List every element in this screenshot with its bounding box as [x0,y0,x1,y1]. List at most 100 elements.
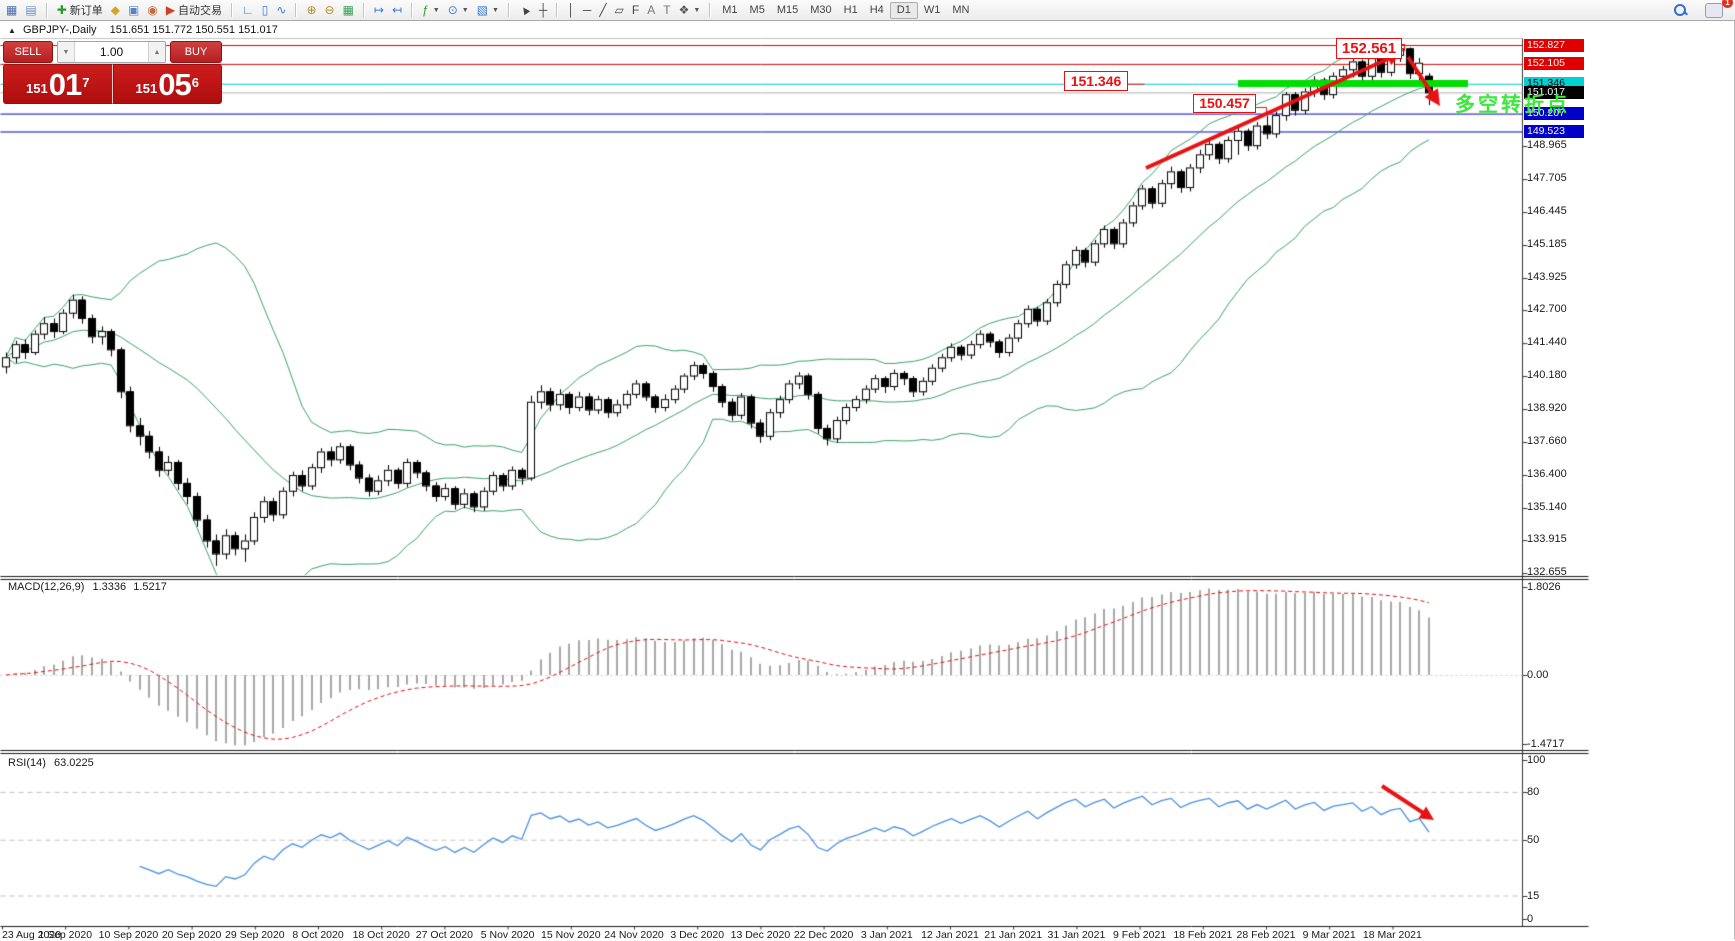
price-annotation-label[interactable]: 150.457 [1193,94,1256,113]
chevron-down-icon: ▼ [461,6,469,14]
tile-windows-icon: ▦ [342,3,354,17]
new-order-button-label: 新订单 [69,5,103,17]
indicators-button[interactable]: ƒ ▼ [418,1,444,19]
price-line-label: 150.207 [1524,107,1584,121]
price-axis-tick: 148.965 [1527,139,1567,152]
date-axis-label: 15 Nov 2020 [541,929,601,941]
rsi-axis-tick: 0 [1527,913,1534,925]
auto-scroll-icon: ↦ [373,3,384,17]
toolbar-separator [709,3,712,17]
text-icon[interactable]: A [643,1,659,19]
zoom-in-icon: ⊕ [306,3,317,17]
new-order-button[interactable]: ✚ 新订单 [53,1,107,19]
volume-up-button[interactable]: ▲ [148,42,165,62]
date-axis-label: 13 Dec 2020 [730,929,791,941]
date-axis-label: 31 Jan 2021 [1047,929,1106,941]
collapse-quotes-icon[interactable]: ▲ [8,26,16,35]
date-axis-label: 3 Dec 2020 [670,929,725,941]
bar-chart-icon[interactable]: ∟ [238,1,258,19]
price-axis-tick: 137.660 [1527,435,1567,448]
timeframe-h4[interactable]: H4 [869,3,884,16]
channel-icon[interactable]: ▱ [611,1,628,19]
timeframe-m15[interactable]: M15 [776,3,799,16]
periods-button: ⊙ [447,3,458,17]
signals-icon[interactable]: ◉ [143,1,161,19]
date-axis-label: 1 Sep 2020 [38,929,93,941]
toolbar-separator [45,3,48,17]
macd-axis-tick: -1.4717 [1527,738,1565,750]
timeframe-mn[interactable]: MN [952,3,970,16]
notifications-button[interactable]: 1 [1701,0,1733,19]
sell-price[interactable]: 151 01 7 [3,64,113,104]
rsi-axis-tick: 80 [1527,786,1540,798]
macd-axis-tick: 0.00 [1527,669,1549,681]
zoom-in-icon[interactable]: ⊕ [302,1,320,19]
toolbar-separator [362,3,365,17]
volume-down-button[interactable]: ▼ [58,42,75,62]
terminal-icon: ▣ [127,3,140,17]
timeframe-m1[interactable]: M1 [722,3,738,16]
price-axis-tick: 138.920 [1527,402,1567,415]
vertical-line-icon[interactable]: │ [563,1,579,19]
timeframe-m30[interactable]: M30 [810,3,832,16]
trendline-icon[interactable]: ╱ [595,1,610,19]
date-axis-label: 23 Aug 2020 [2,929,61,941]
metaeditor-icon[interactable]: ◆ [107,1,124,19]
date-axis-label: 20 Sep 2020 [161,929,222,941]
candlestick-chart-icon[interactable]: ▯ [258,1,273,19]
arrows-icon[interactable]: ❖ ▼ [675,1,705,19]
date-axis-label: 28 Feb 2021 [1236,929,1296,941]
templates-button[interactable]: ▧ ▼ [473,1,503,19]
autotrading-button[interactable]: ▶ 自动交易 [162,1,226,19]
one-click-trading-panel: SELL ▼ 1.00 ▲ BUY 151 01 7 151 05 6 [3,41,222,104]
terminal-icon[interactable]: ▣ [124,1,143,19]
rsi-axis-tick: 50 [1527,834,1540,846]
date-axis-label: 21 Jan 2021 [984,929,1043,941]
chart-shift-icon[interactable]: ↤ [388,1,406,19]
chart-canvas[interactable] [0,21,1735,940]
crosshair-icon[interactable]: ┼ [535,1,552,19]
price-axis-tick: 143.925 [1527,271,1567,284]
price-axis-tick: 142.700 [1527,303,1567,316]
line-chart-icon: ∿ [276,3,287,17]
price-line-label: 152.827 [1524,38,1584,52]
sell-price-pip: 7 [82,75,90,90]
search-button[interactable] [1669,1,1691,19]
periods-button[interactable]: ⊙ ▼ [444,1,473,19]
tile-windows-icon[interactable]: ▦ [339,1,358,19]
channel-icon: ▱ [614,3,624,17]
timeframe-d1[interactable]: D1 [889,1,918,19]
horizontal-line-icon: ─ [582,3,592,17]
chevron-down-icon: ▼ [492,6,499,14]
rsi-axis-tick: 15 [1527,890,1540,902]
auto-scroll-icon[interactable]: ↦ [370,1,388,19]
new-chart-icon[interactable]: ▦ [2,1,21,19]
price-annotation-label[interactable]: 151.346 [1064,71,1128,91]
sell-button[interactable]: SELL [3,41,53,63]
profiles-icon: ▤ [25,3,37,17]
timeframe-m5[interactable]: M5 [749,3,765,16]
timeframe-h1[interactable]: H1 [843,3,858,16]
date-axis-label: 18 Oct 2020 [352,929,410,941]
macd-signal-value: 1.5217 [133,581,167,593]
crosshair-icon: ┼ [538,3,548,17]
notification-badge: 1 [1722,0,1733,8]
fibonacci-icon: F [631,3,640,17]
horizontal-line-icon[interactable]: ─ [579,1,596,19]
date-axis-label: 24 Nov 2020 [604,929,664,941]
macd-label: MACD(12,26,9) 1.3336 1.5217 [8,581,167,593]
buy-price[interactable]: 151 05 6 [112,64,222,104]
text-label-icon[interactable]: T [659,1,674,19]
price-axis-tick: 135.140 [1527,501,1567,514]
fibonacci-icon[interactable]: F [628,1,643,19]
buy-button[interactable]: BUY [170,41,222,63]
line-chart-icon[interactable]: ∿ [272,1,290,19]
date-axis-label: 8 Oct 2020 [292,929,344,941]
volume-value[interactable]: 1.00 [99,45,124,59]
zoom-out-icon[interactable]: ⊖ [321,1,339,19]
bar-chart-icon: ∟ [242,3,254,17]
cursor-icon[interactable]: ▲ [515,1,535,19]
timeframe-w1[interactable]: W1 [923,3,941,16]
profiles-icon[interactable]: ▤ [21,1,40,19]
price-annotation-label[interactable]: 152.561 [1336,38,1402,59]
